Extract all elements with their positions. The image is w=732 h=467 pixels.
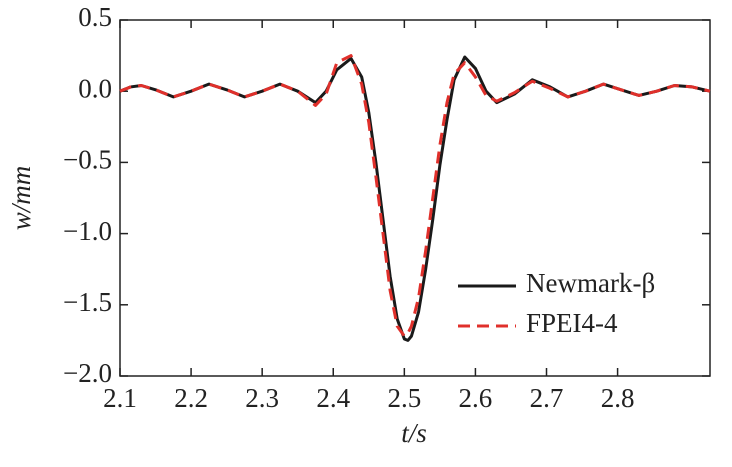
legend-label: FPEI4-4 [526,308,618,338]
y-axis-label: w/mm [6,166,36,231]
y-tick-label: −1.5 [63,287,112,317]
x-axis-label: t/s [401,418,427,448]
x-tick-label: 2.5 [387,383,421,413]
series-line [119,54,711,338]
x-tick-label: 2.2 [174,383,208,413]
legend-label: Newmark-β [526,268,655,298]
x-tick-label: 2.6 [459,383,493,413]
y-tick-label: 0.0 [78,73,112,103]
y-tick-label: −2.0 [63,358,112,388]
y-tick-label: −1.0 [63,216,112,246]
x-tick-label: 2.7 [530,383,564,413]
y-tick-label: −0.5 [63,145,112,175]
x-tick-label: 2.8 [601,383,635,413]
x-tick-label: 2.4 [316,383,350,413]
x-tick-label: 2.3 [245,383,279,413]
x-tick-label: 2.1 [103,383,137,413]
plot-frame [119,19,711,377]
y-tick-label: 0.5 [78,2,112,32]
